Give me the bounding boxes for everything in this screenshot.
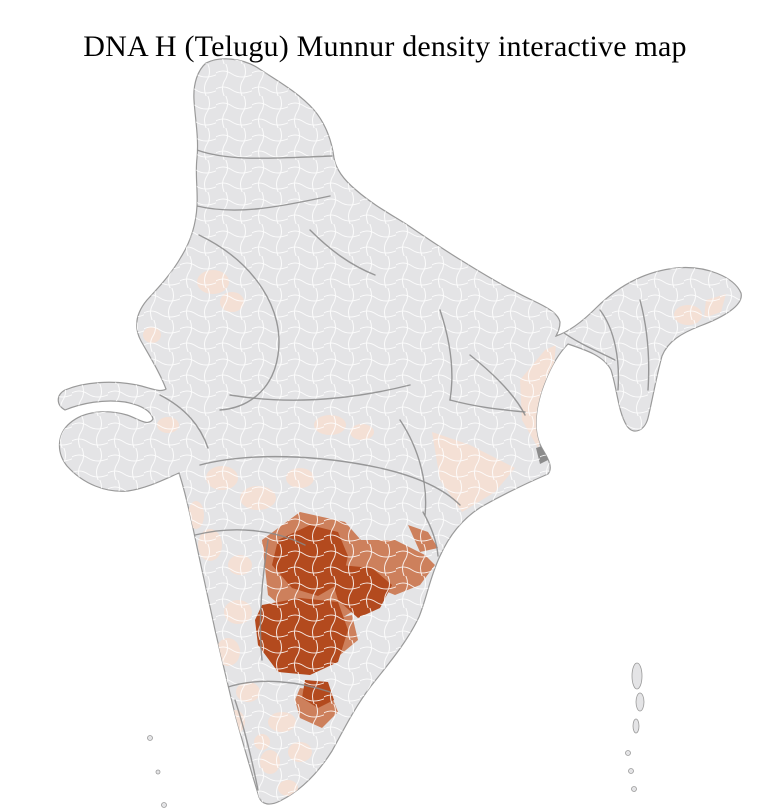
- page-title: DNA H (Telugu) Munnur density interactiv…: [83, 30, 687, 64]
- andaman-nicobar-islands[interactable]: [625, 662, 645, 792]
- lakshadweep-islands[interactable]: [147, 735, 167, 808]
- district-border-mesh: [58, 58, 742, 805]
- state-borders: [159, 149, 650, 791]
